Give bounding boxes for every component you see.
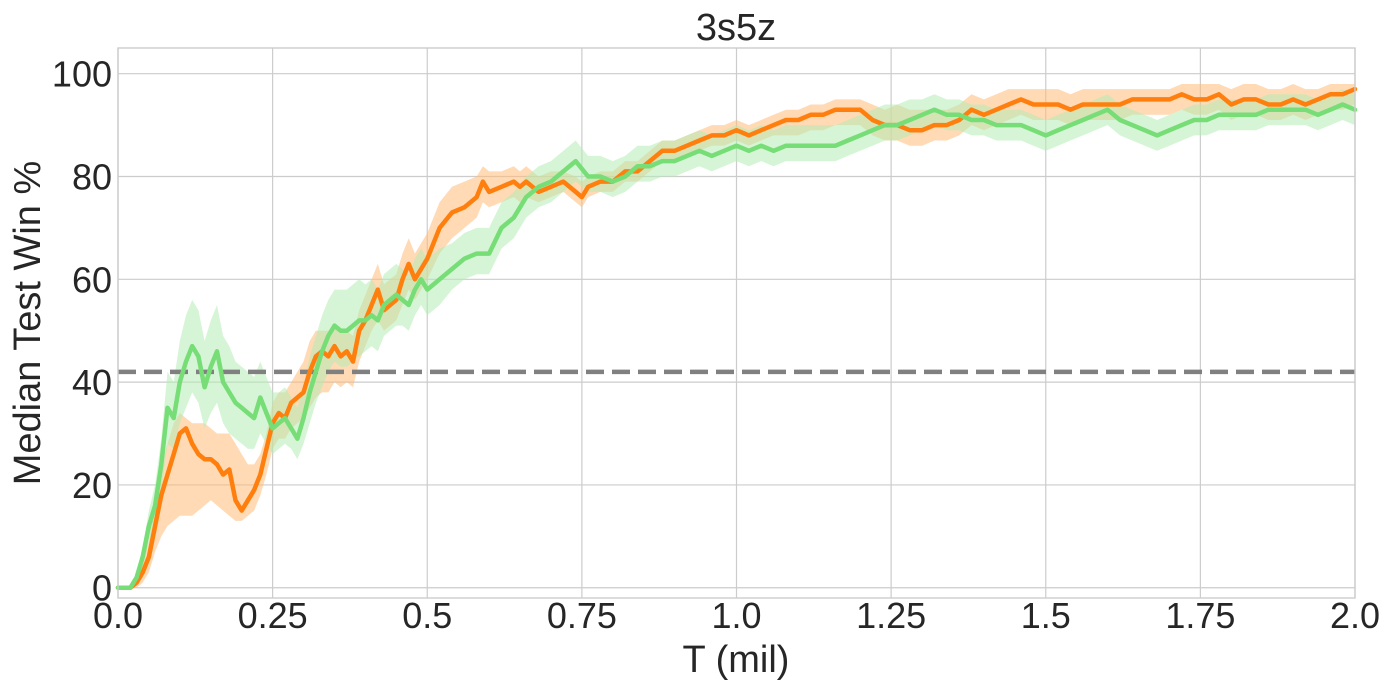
y-tick-label: 100 <box>52 54 112 95</box>
x-tick-label: 1.75 <box>1165 595 1235 636</box>
x-tick-label: 1.25 <box>856 595 926 636</box>
x-tick-label: 0.5 <box>402 595 452 636</box>
chart-title: 3s5z <box>696 7 776 49</box>
x-tick-label: 2.0 <box>1330 595 1380 636</box>
series-2-band <box>118 89 1355 588</box>
y-tick-label: 80 <box>72 157 112 198</box>
series-2-line <box>115 102 1358 590</box>
y-tick-label: 60 <box>72 259 112 300</box>
y-tick-labels: 0 20 40 60 80 100 <box>52 54 112 609</box>
y-axis-title: Median Test Win % <box>7 161 49 486</box>
x-tick-labels: 0.0 0.25 0.5 0.75 1.0 1.25 1.5 1.75 2.0 <box>93 595 1380 636</box>
confidence-bands <box>118 84 1355 588</box>
series-lines <box>115 86 1358 590</box>
x-axis-title: T (mil) <box>683 639 790 681</box>
x-tick-label: 0.75 <box>547 595 617 636</box>
y-tick-label: 0 <box>92 568 112 609</box>
x-tick-label: 0.25 <box>238 595 308 636</box>
x-tick-label: 0.0 <box>93 595 143 636</box>
series-1-line <box>115 86 1358 590</box>
x-tick-label: 1.5 <box>1021 595 1071 636</box>
x-tick-label: 1.0 <box>711 595 761 636</box>
y-tick-label: 40 <box>72 362 112 403</box>
plot-frame <box>117 47 1356 599</box>
y-tick-label: 20 <box>72 465 112 506</box>
